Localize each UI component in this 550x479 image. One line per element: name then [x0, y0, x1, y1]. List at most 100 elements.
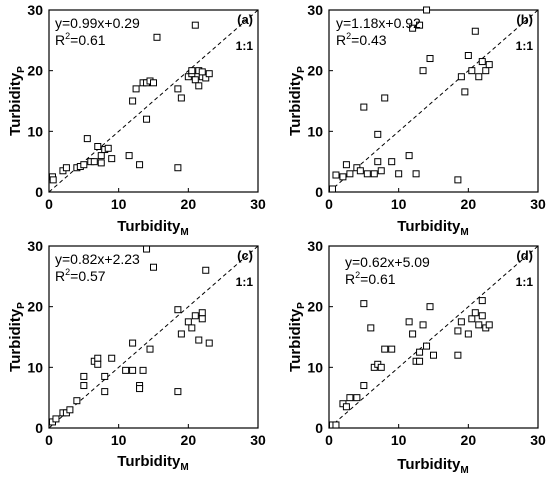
data-point: [478, 312, 486, 320]
data-point: [94, 360, 102, 368]
data-point: [191, 21, 199, 29]
panel-label: (a): [237, 12, 253, 27]
data-point: [339, 173, 347, 181]
data-point: [66, 406, 74, 414]
y-tick-label: 30: [307, 238, 323, 254]
y-tick-label: 0: [35, 420, 43, 436]
data-point: [423, 6, 431, 14]
r-squared-sup: 2: [355, 270, 360, 280]
r-squared-base: R: [55, 268, 65, 284]
data-point: [471, 309, 479, 317]
data-point: [388, 345, 396, 353]
data-point: [108, 354, 116, 362]
x-tick-label: 20: [461, 432, 477, 448]
data-point: [188, 67, 196, 75]
data-point: [97, 152, 105, 160]
data-point: [342, 403, 350, 411]
data-point: [405, 152, 413, 160]
data-points: [48, 21, 213, 184]
data-point: [485, 61, 493, 69]
data-point: [184, 318, 192, 326]
x-axis-title: TurbidityM: [117, 453, 188, 473]
data-point: [101, 372, 109, 380]
x-tick-label: 0: [45, 432, 53, 448]
data-point: [188, 324, 196, 332]
data-point: [478, 297, 486, 305]
x-axis-title-sub: M: [180, 462, 188, 473]
r-squared-value: =0.57: [70, 268, 106, 284]
data-point: [328, 185, 336, 193]
data-point: [374, 130, 382, 138]
data-point: [419, 67, 427, 75]
ratio-label: 1:1: [236, 39, 254, 53]
x-tick-label: 20: [461, 196, 477, 212]
data-point: [198, 68, 206, 76]
r-squared-sup: 2: [65, 31, 70, 41]
data-point: [191, 312, 199, 320]
y-axis-title: TurbidityP: [287, 302, 307, 372]
regression-equation: y=0.62x+5.09: [345, 254, 430, 270]
data-point: [416, 21, 424, 29]
data-point: [457, 73, 465, 81]
data-point: [409, 24, 417, 32]
r-squared: R2=0.57: [55, 267, 106, 284]
data-point: [90, 158, 98, 166]
r-squared-sup: 2: [65, 267, 70, 277]
y-axis-title-sub: P: [16, 66, 27, 73]
data-point: [395, 170, 403, 178]
x-axis-title: TurbidityM: [397, 218, 468, 238]
regression-equation: y=0.99x+0.29: [55, 15, 140, 31]
x-axis-title-base: Turbidity: [117, 218, 181, 235]
data-point: [205, 70, 213, 78]
x-tick-label: 30: [530, 432, 546, 448]
plot-frame: [328, 245, 539, 429]
axis-ticks: 0 10 20 30 0 10 20 30: [307, 238, 546, 448]
y-axis-title-sub: P: [296, 66, 307, 73]
data-point: [150, 263, 157, 271]
data-point: [367, 324, 375, 332]
data-point: [49, 176, 57, 184]
data-point: [174, 85, 182, 93]
data-point: [108, 155, 116, 163]
x-axis-title-sub: M: [180, 227, 188, 238]
x-tick-label: 30: [250, 196, 266, 212]
data-point: [381, 94, 389, 102]
ratio-label: 1:1: [236, 275, 254, 289]
y-tick-label: 20: [27, 63, 43, 79]
x-tick-label: 0: [325, 432, 333, 448]
r-squared-value: =0.61: [70, 32, 106, 48]
data-point: [377, 363, 385, 371]
data-point: [377, 167, 385, 175]
data-point: [454, 327, 462, 335]
x-axis-title-sub: M: [460, 465, 468, 476]
data-point: [454, 351, 462, 359]
data-point: [174, 388, 182, 396]
data-point: [129, 97, 137, 105]
r-squared: R2=0.43: [336, 31, 387, 48]
x-axis-title-base: Turbidity: [117, 453, 181, 470]
data-point: [468, 315, 476, 323]
y-tick-label: 30: [27, 238, 43, 254]
data-point: [471, 27, 479, 35]
data-point: [360, 103, 368, 111]
x-axis-title-sub: M: [460, 227, 468, 238]
data-point: [52, 415, 60, 423]
y-axis-title-sub: P: [296, 302, 307, 309]
data-point: [143, 115, 151, 123]
y-tick-label: 0: [35, 184, 43, 200]
data-points: [328, 6, 493, 193]
data-point: [195, 82, 203, 90]
data-point: [482, 67, 490, 75]
x-tick-label: 30: [530, 196, 546, 212]
data-point: [423, 342, 431, 350]
regression-equation: y=0.82x+2.23: [55, 251, 140, 267]
data-point: [419, 321, 427, 329]
data-point: [353, 394, 361, 402]
axis-ticks: 0 10 20 30 0 10 20 30: [307, 2, 546, 212]
data-point: [146, 345, 154, 353]
data-point: [136, 161, 144, 169]
data-point: [143, 245, 151, 253]
r-squared-sup: 2: [346, 31, 351, 41]
